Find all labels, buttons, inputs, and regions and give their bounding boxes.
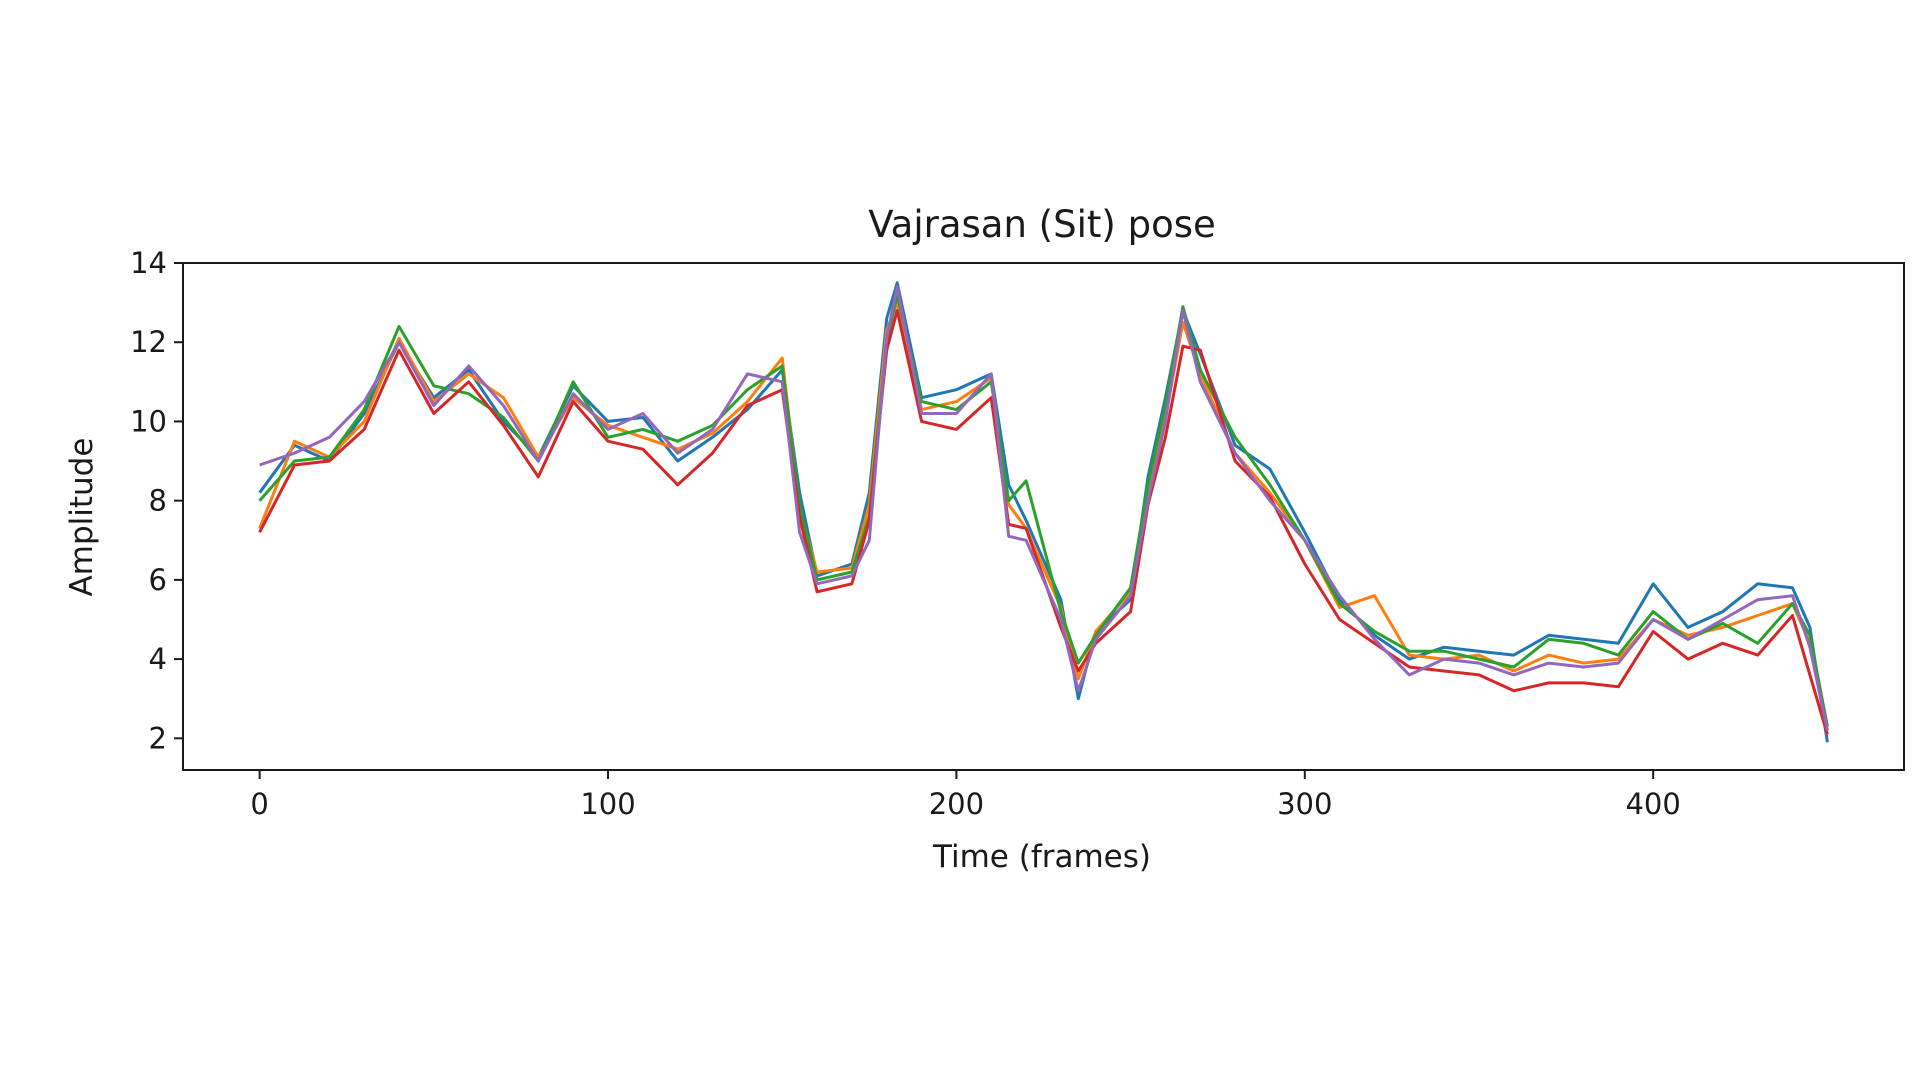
y-tick-label: 4 xyxy=(149,642,167,676)
y-tick-label: 10 xyxy=(130,404,167,438)
series-layer xyxy=(258,281,1829,743)
y-axis-ticks: 2 4 6 8 10 12 14 xyxy=(130,246,183,755)
x-axis-label: Time (frames) xyxy=(932,839,1151,875)
chart-title: Vajrasan (Sit) pose xyxy=(868,203,1216,246)
x-tick-label: 300 xyxy=(1277,787,1332,821)
x-tick-label: 100 xyxy=(580,787,635,821)
series-line-5 xyxy=(259,285,1829,731)
y-tick-label: 8 xyxy=(149,484,167,518)
y-tick-label: 14 xyxy=(130,246,167,280)
y-tick-label: 12 xyxy=(130,325,167,359)
y-tick-label: 2 xyxy=(149,721,167,755)
plot-frame xyxy=(182,262,1905,771)
x-axis-ticks: 0 100 200 300 400 xyxy=(250,770,1681,821)
x-tick-label: 200 xyxy=(929,787,984,821)
x-tick-label: 400 xyxy=(1625,787,1680,821)
series-line-3 xyxy=(258,293,1829,727)
y-axis-label: Amplitude xyxy=(64,438,100,597)
x-tick-label: 0 xyxy=(250,787,268,821)
y-tick-label: 6 xyxy=(149,563,167,597)
